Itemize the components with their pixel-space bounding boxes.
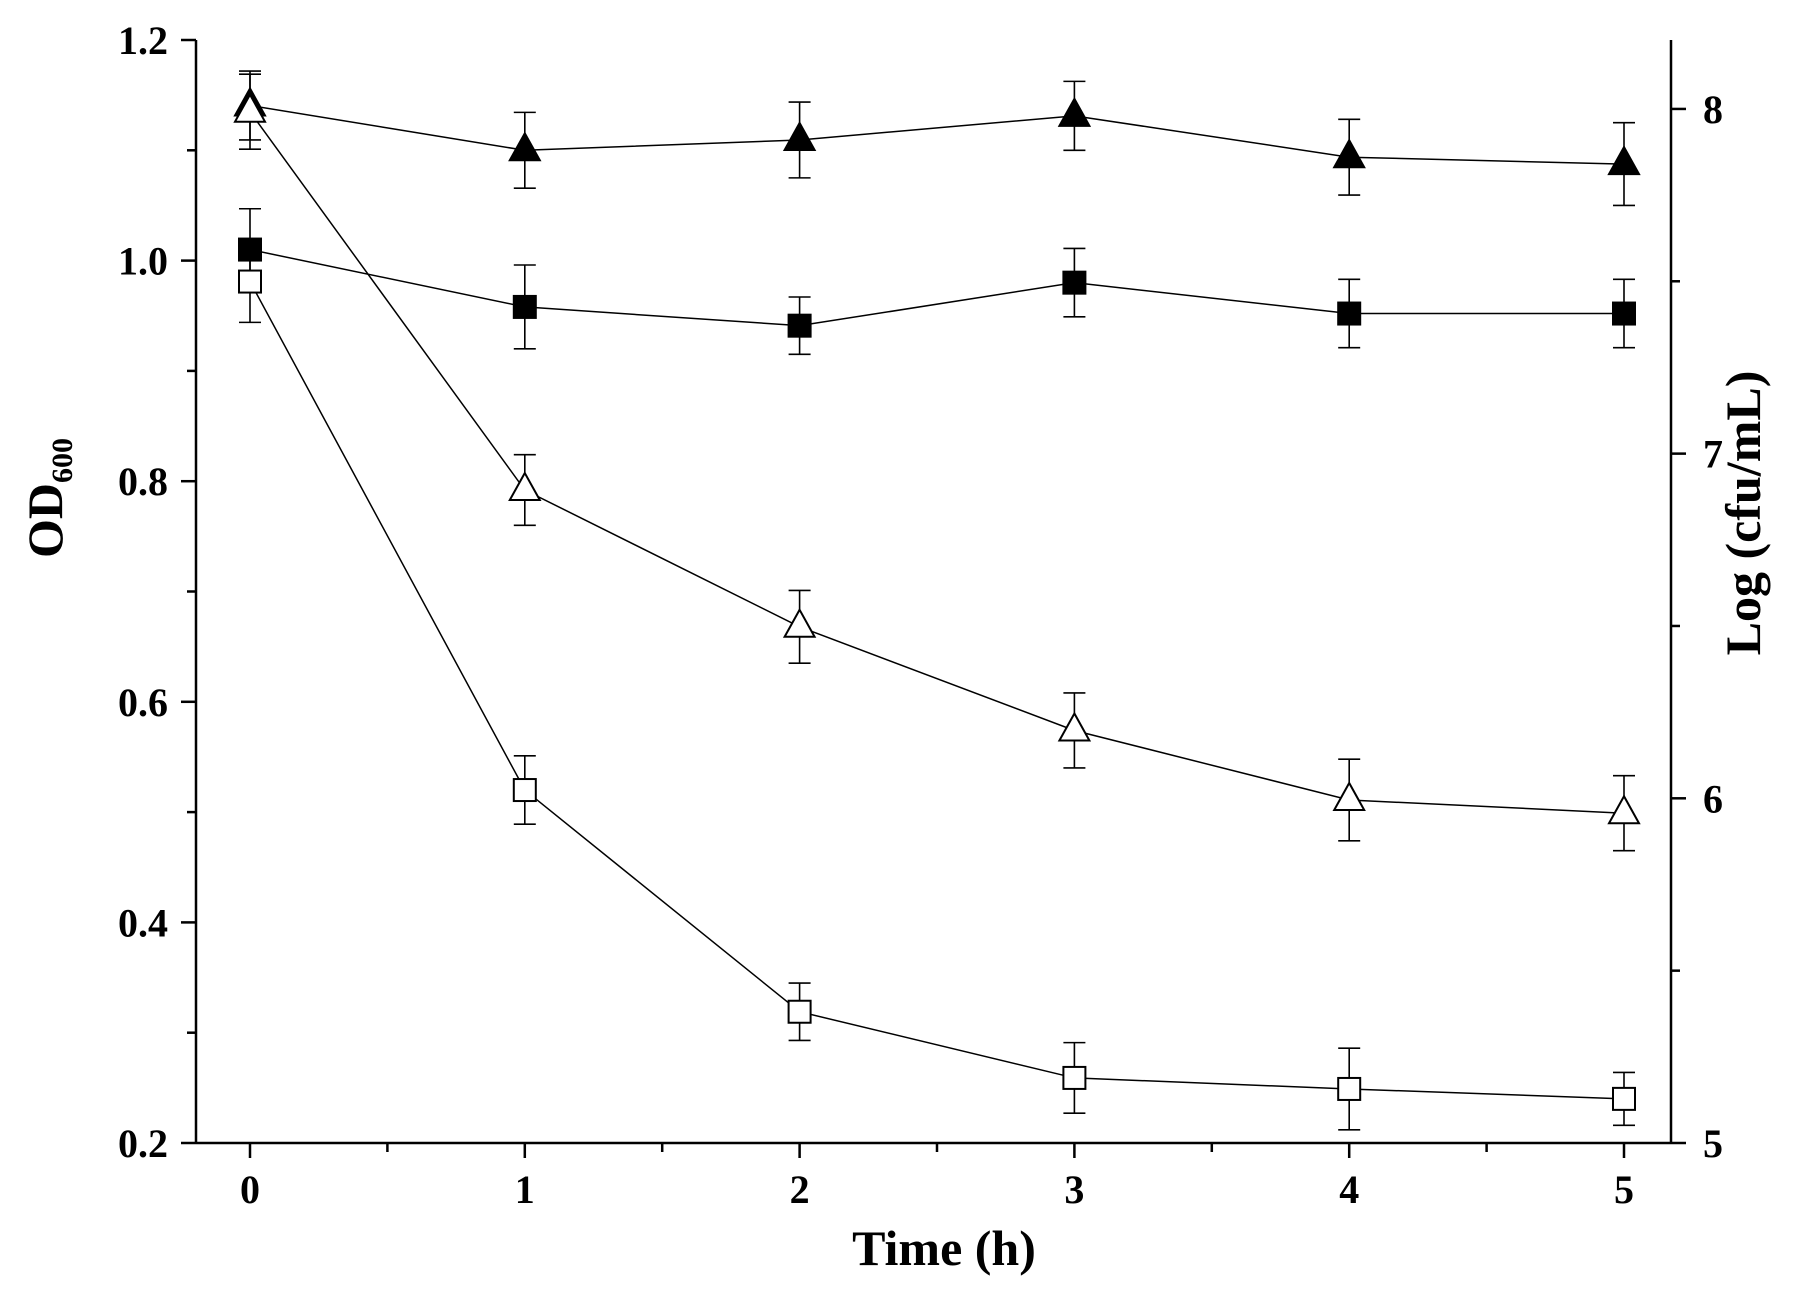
x-tick-label: 3 [1064, 1167, 1084, 1212]
data-point-square [1337, 1076, 1362, 1101]
series-line [249, 104, 1625, 165]
data-point-triangle [1332, 138, 1366, 169]
series [233, 70, 1641, 1131]
series-line [249, 111, 1625, 814]
y-left-tick-label: 0.2 [118, 1121, 168, 1166]
x-tick-label: 5 [1614, 1167, 1634, 1212]
y-left-tick-label: 0.4 [118, 900, 168, 945]
data-point-square [787, 999, 812, 1024]
y-left-tick-label: 0.8 [118, 459, 168, 504]
series-open-square [238, 239, 1636, 1131]
data-point-square [1337, 301, 1362, 326]
data-point-triangle [782, 120, 817, 151]
series-line [249, 281, 1625, 1100]
y-left-tick-label: 1.0 [118, 239, 168, 284]
data-point-square [1612, 301, 1636, 326]
y-left-axis-title-sub: 600 [46, 438, 79, 483]
y-right-tick-label: 7 [1703, 432, 1723, 477]
x-tick-label: 4 [1339, 1167, 1359, 1212]
series-filled-square [238, 207, 1636, 356]
data-point-triangle [1607, 145, 1641, 176]
data-point-triangle [508, 131, 542, 162]
data-point-triangle [233, 92, 267, 123]
y-right-tick-label: 6 [1703, 776, 1723, 821]
data-point-triangle [782, 607, 817, 638]
data-point-square [1062, 1065, 1087, 1090]
data-point-square [238, 269, 262, 294]
y-left-axis-title: OD600 [17, 438, 79, 558]
data-point-square [1062, 270, 1087, 295]
data-point-square [1612, 1086, 1636, 1111]
data-point-triangle [1057, 96, 1092, 127]
series-line [249, 248, 1624, 327]
y-left-tick-label: 0.6 [118, 680, 168, 725]
data-point-triangle [1332, 780, 1366, 811]
data-point-square [512, 294, 537, 319]
x-tick-label: 0 [240, 1167, 260, 1212]
series-open-triangle [233, 73, 1641, 852]
y-left-tick-label: 1.2 [118, 18, 168, 63]
y-right-axis-title: Log (cfu/mL) [1715, 371, 1771, 656]
y-left-axis-title-main: OD [17, 483, 73, 558]
data-point-square [787, 313, 812, 338]
data-point-triangle [508, 470, 542, 502]
data-point-triangle [1607, 794, 1641, 825]
series-filled-triangle [233, 70, 1641, 207]
y-right-tick-label: 5 [1703, 1121, 1723, 1166]
x-axis-title: Time (h) [852, 1220, 1036, 1276]
x-tick-label: 1 [515, 1167, 535, 1212]
data-point-square [512, 778, 537, 803]
y-right-tick-label: 8 [1703, 87, 1723, 132]
data-point-triangle [1057, 711, 1092, 742]
ticks: 0 1 2 3 4 5 0.2 0.4 0.6 0.8 1.0 1.2 5 6 7 8 [118, 18, 1723, 1212]
x-tick-label: 2 [790, 1167, 810, 1212]
